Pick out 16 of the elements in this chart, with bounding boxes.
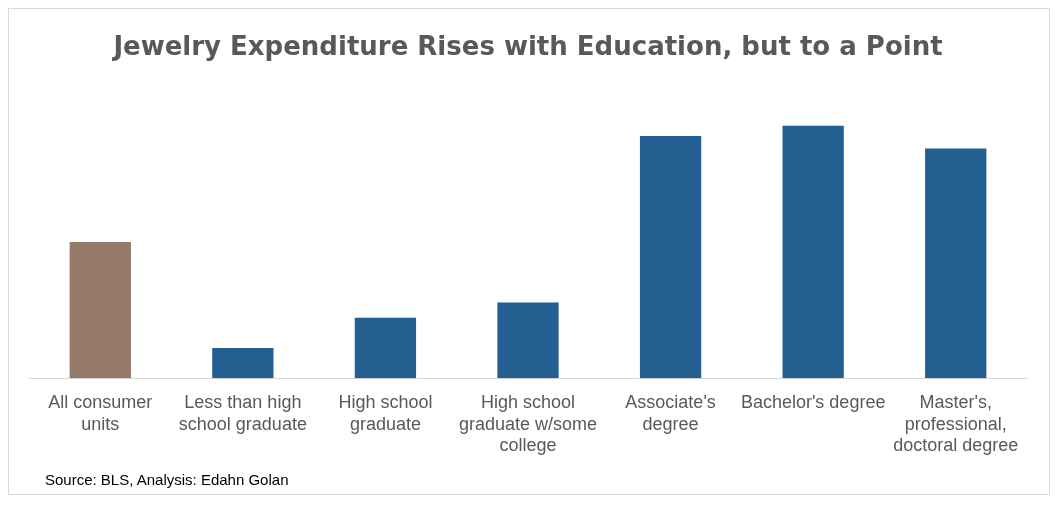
- source-note: Source: BLS, Analysis: Edahn Golan: [44, 471, 290, 490]
- bar: [782, 125, 844, 379]
- x-tick-label: Master's, professional, doctoral degree: [893, 391, 1019, 456]
- bar: [925, 148, 987, 379]
- bar: [69, 241, 131, 379]
- x-tick-label: High school graduate: [338, 391, 433, 434]
- x-tick-label: All consumer units: [48, 391, 153, 434]
- bar: [497, 302, 559, 379]
- x-tick-label: Bachelor's degree: [740, 391, 886, 412]
- x-tick-label: Associate's degree: [625, 391, 716, 434]
- bar: [212, 347, 274, 379]
- bar: [639, 135, 702, 379]
- x-tick-label: Less than high school graduate: [178, 391, 307, 434]
- bar: [354, 317, 417, 379]
- chart-title: Jewelry Expenditure Rises with Education, but to a Point: [111, 31, 943, 62]
- x-tick-label: High school graduate w/some college: [458, 391, 598, 456]
